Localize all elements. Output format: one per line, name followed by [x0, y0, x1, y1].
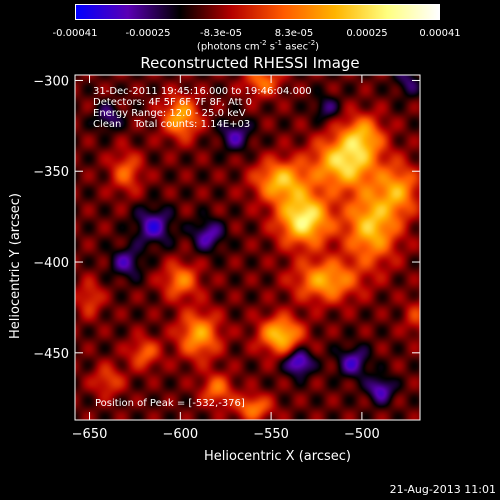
y-tick-label: −300: [33, 74, 69, 89]
x-axis-label: Heliocentric X (arcsec): [204, 449, 351, 464]
colorbar-tick-label: 0.00025: [346, 28, 388, 39]
x-tick-label: −500: [344, 427, 380, 442]
colorbar-tick-label: -0.00041: [52, 28, 98, 39]
plot-frame: [74, 74, 421, 421]
x-tick-label: −650: [72, 427, 108, 442]
y-axis-label: Heliocentric Y (arcsec): [8, 193, 23, 339]
colorbar: [75, 4, 440, 20]
x-tick-label: −600: [162, 427, 198, 442]
heatmap-image: [75, 75, 420, 420]
y-tick-label: −450: [33, 347, 69, 362]
info-algorithm-counts: Clean Total counts: 1.14E+03: [93, 119, 251, 130]
peak-position-label: Position of Peak = [-532,-376]: [95, 398, 245, 409]
colorbar-tick-label: 0.00041: [419, 28, 461, 39]
date-stamp: 21-Aug-2013 11:01: [389, 483, 496, 496]
y-axis-ticks: −300 −350 −400 −450: [33, 74, 420, 362]
info-detectors: Detectors: 4F 5F 6F 7F 8F, Att 0: [93, 97, 253, 108]
colorbar-tick-label: -8.3e-05: [200, 28, 242, 39]
colorbar-tick-label: 8.3e-05: [274, 28, 314, 39]
colorbar-tick-label: -0.00025: [125, 28, 171, 39]
chart-title: Reconstructed RHESSI Image: [140, 54, 360, 72]
x-axis-ticks: −650 −600 −550 −500: [72, 75, 380, 442]
y-tick-label: −400: [33, 256, 69, 271]
x-tick-label: −550: [253, 427, 289, 442]
observation-info: 31-Dec-2011 19:45:16.000 to 19:46:04.000…: [93, 86, 312, 130]
y-tick-label: −350: [33, 165, 69, 180]
info-energy-range: Energy Range: 12.0 - 25.0 keV: [93, 108, 246, 119]
info-time-range: 31-Dec-2011 19:45:16.000 to 19:46:04.000: [93, 86, 312, 97]
colorbar-units: (photons cm-2 s-1 asec-2): [196, 39, 320, 53]
